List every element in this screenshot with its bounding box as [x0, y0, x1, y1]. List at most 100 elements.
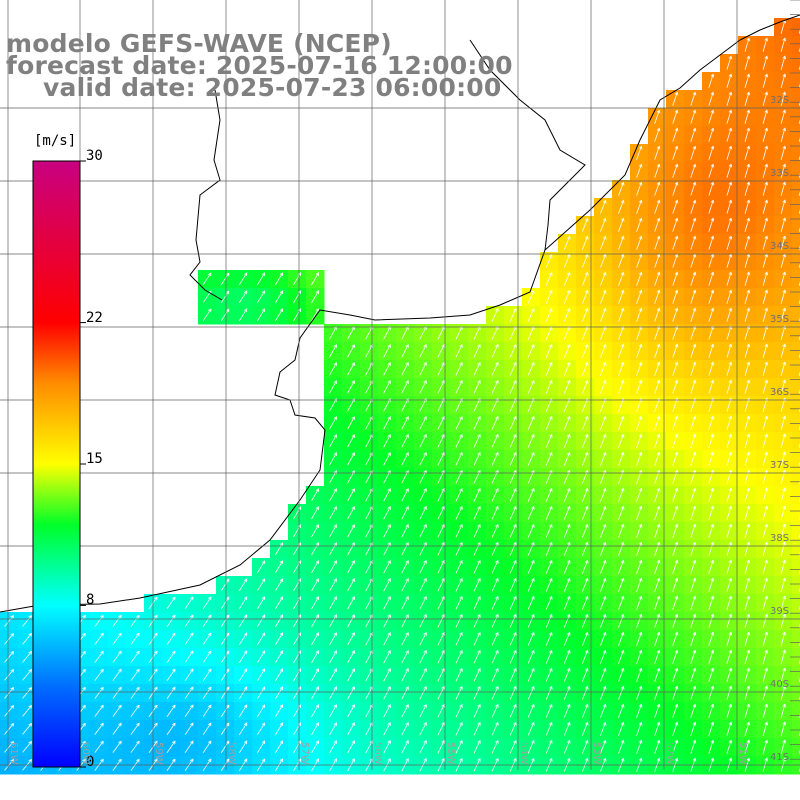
wind-arrow	[491, 362, 499, 376]
wind-arrow	[311, 506, 319, 520]
wind-arrow-head	[674, 595, 679, 600]
wind-arrow	[600, 560, 606, 574]
wind-arrow-head	[656, 235, 661, 240]
wind-arrow	[636, 524, 642, 538]
wind-arrow-head	[225, 308, 230, 313]
wind-arrow-head	[728, 325, 733, 330]
wind-arrow	[744, 74, 750, 88]
wind-arrow-head	[261, 596, 266, 601]
wind-arrow	[437, 326, 445, 340]
wind-arrow-head	[782, 217, 787, 222]
wind-arrow	[166, 669, 176, 681]
wind-arrow-head	[172, 758, 176, 763]
wind-arrow-head	[136, 614, 140, 619]
wind-arrow-head	[728, 109, 733, 114]
wind-arrow	[22, 723, 32, 735]
wind-arrow	[238, 632, 248, 646]
wind-arrow-head	[674, 487, 679, 492]
wind-arrow-head	[513, 631, 517, 636]
wind-arrow-head	[387, 758, 391, 762]
wind-arrow	[383, 686, 391, 700]
wind-arrow-head	[567, 487, 571, 492]
wind-arrow	[563, 434, 571, 448]
wind-arrow-head	[28, 722, 32, 727]
wind-arrow	[220, 686, 230, 700]
wind-arrow-head	[315, 524, 319, 528]
wind-arrow-head	[279, 686, 284, 691]
wind-arrow-head	[351, 524, 355, 528]
wind-arrow	[654, 650, 660, 664]
wind-arrow	[690, 218, 696, 232]
wind-arrow	[527, 686, 535, 700]
wind-arrow	[690, 326, 696, 340]
wind-arrow	[780, 344, 786, 358]
wind-arrow	[419, 380, 427, 394]
wind-arrow	[762, 146, 768, 160]
wind-arrow	[654, 308, 660, 322]
wind-arrow-head	[782, 289, 787, 294]
wind-arrow	[780, 146, 786, 160]
wind-arrow-head	[638, 469, 643, 474]
wind-arrow	[509, 740, 517, 754]
wind-arrow	[780, 416, 786, 430]
wind-arrow	[708, 398, 714, 412]
wind-arrow	[509, 542, 517, 556]
wind-arrow-head	[333, 758, 337, 762]
wind-arrow	[708, 488, 714, 502]
wind-arrow	[636, 164, 642, 178]
wind-arrow	[618, 704, 624, 718]
wind-arrow	[220, 596, 230, 610]
wind-arrow-head	[423, 686, 427, 690]
wind-cell	[792, 594, 800, 613]
wind-arrow-head	[692, 577, 697, 582]
wind-arrow-head	[692, 145, 697, 150]
wind-arrow-head	[692, 307, 697, 312]
wind-arrow-head	[459, 379, 463, 384]
wind-arrow	[220, 272, 230, 286]
wind-arrow-head	[728, 289, 733, 294]
wind-arrow-head	[674, 199, 679, 204]
wind-arrow-head	[261, 272, 266, 277]
wind-arrow	[762, 128, 768, 142]
wind-arrow-head	[692, 289, 697, 294]
wind-arrow	[780, 434, 786, 448]
wind-arrow	[166, 651, 176, 663]
wind-arrow	[563, 506, 571, 520]
wind-arrow	[256, 740, 266, 754]
wind-arrow	[184, 614, 194, 628]
wind-arrow	[690, 650, 696, 664]
wind-arrow	[473, 650, 481, 664]
wind-arrow-head	[477, 721, 481, 726]
wind-arrow-head	[279, 740, 284, 745]
wind-arrow	[708, 254, 714, 268]
wind-arrow	[563, 398, 571, 412]
wind-arrow-head	[674, 343, 679, 348]
wind-arrow	[654, 236, 660, 250]
wind-arrow	[437, 614, 445, 628]
wind-arrow	[437, 488, 445, 502]
wind-arrow-head	[674, 685, 679, 690]
wind-arrow	[708, 632, 714, 646]
wind-arrow	[744, 290, 750, 304]
wind-arrow	[509, 398, 517, 412]
wind-arrow	[726, 452, 732, 466]
wind-arrow-head	[243, 758, 248, 763]
wind-arrow-head	[692, 649, 697, 654]
wind-arrow-head	[620, 523, 625, 528]
wind-arrow	[672, 632, 678, 646]
wind-arrow-head	[746, 433, 751, 438]
wind-arrow	[365, 632, 373, 646]
wind-arrow-head	[315, 614, 319, 618]
wind-arrow	[600, 380, 606, 394]
wind-arrow	[184, 740, 194, 754]
wind-arrow	[708, 740, 714, 754]
wind-arrow-head	[602, 631, 607, 636]
wind-arrow-head	[746, 181, 751, 186]
wind-arrow-head	[746, 757, 751, 762]
wind-arrow-head	[459, 703, 463, 708]
wind-arrow	[473, 596, 481, 610]
wind-arrow	[238, 740, 248, 754]
latitude-label: 40S	[770, 679, 790, 690]
wind-arrow-head	[710, 685, 715, 690]
wind-arrow-head	[459, 505, 463, 510]
